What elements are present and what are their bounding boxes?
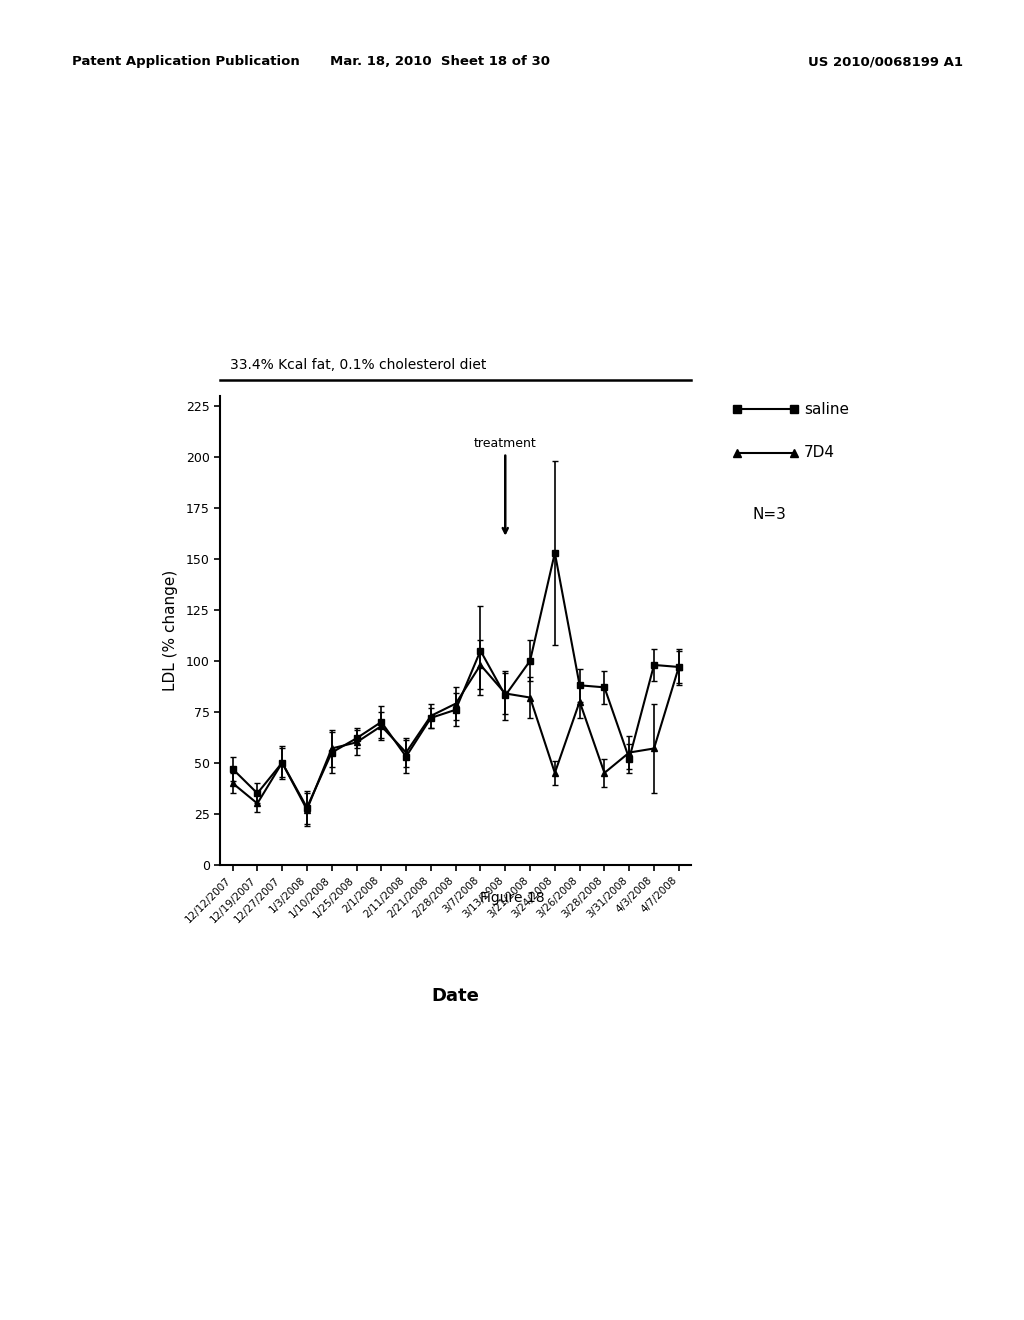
Text: saline: saline <box>804 401 849 417</box>
Text: US 2010/0068199 A1: US 2010/0068199 A1 <box>808 55 963 69</box>
Text: 7D4: 7D4 <box>804 445 835 461</box>
X-axis label: Date: Date <box>432 987 479 1005</box>
Text: treatment: treatment <box>474 437 537 533</box>
Text: Figure 18: Figure 18 <box>479 891 545 906</box>
Text: Patent Application Publication: Patent Application Publication <box>72 55 299 69</box>
Text: 33.4% Kcal fat, 0.1% cholesterol diet: 33.4% Kcal fat, 0.1% cholesterol diet <box>230 358 486 372</box>
Text: Mar. 18, 2010  Sheet 18 of 30: Mar. 18, 2010 Sheet 18 of 30 <box>331 55 550 69</box>
Y-axis label: LDL (% change): LDL (% change) <box>163 570 177 690</box>
Text: N=3: N=3 <box>753 507 786 523</box>
